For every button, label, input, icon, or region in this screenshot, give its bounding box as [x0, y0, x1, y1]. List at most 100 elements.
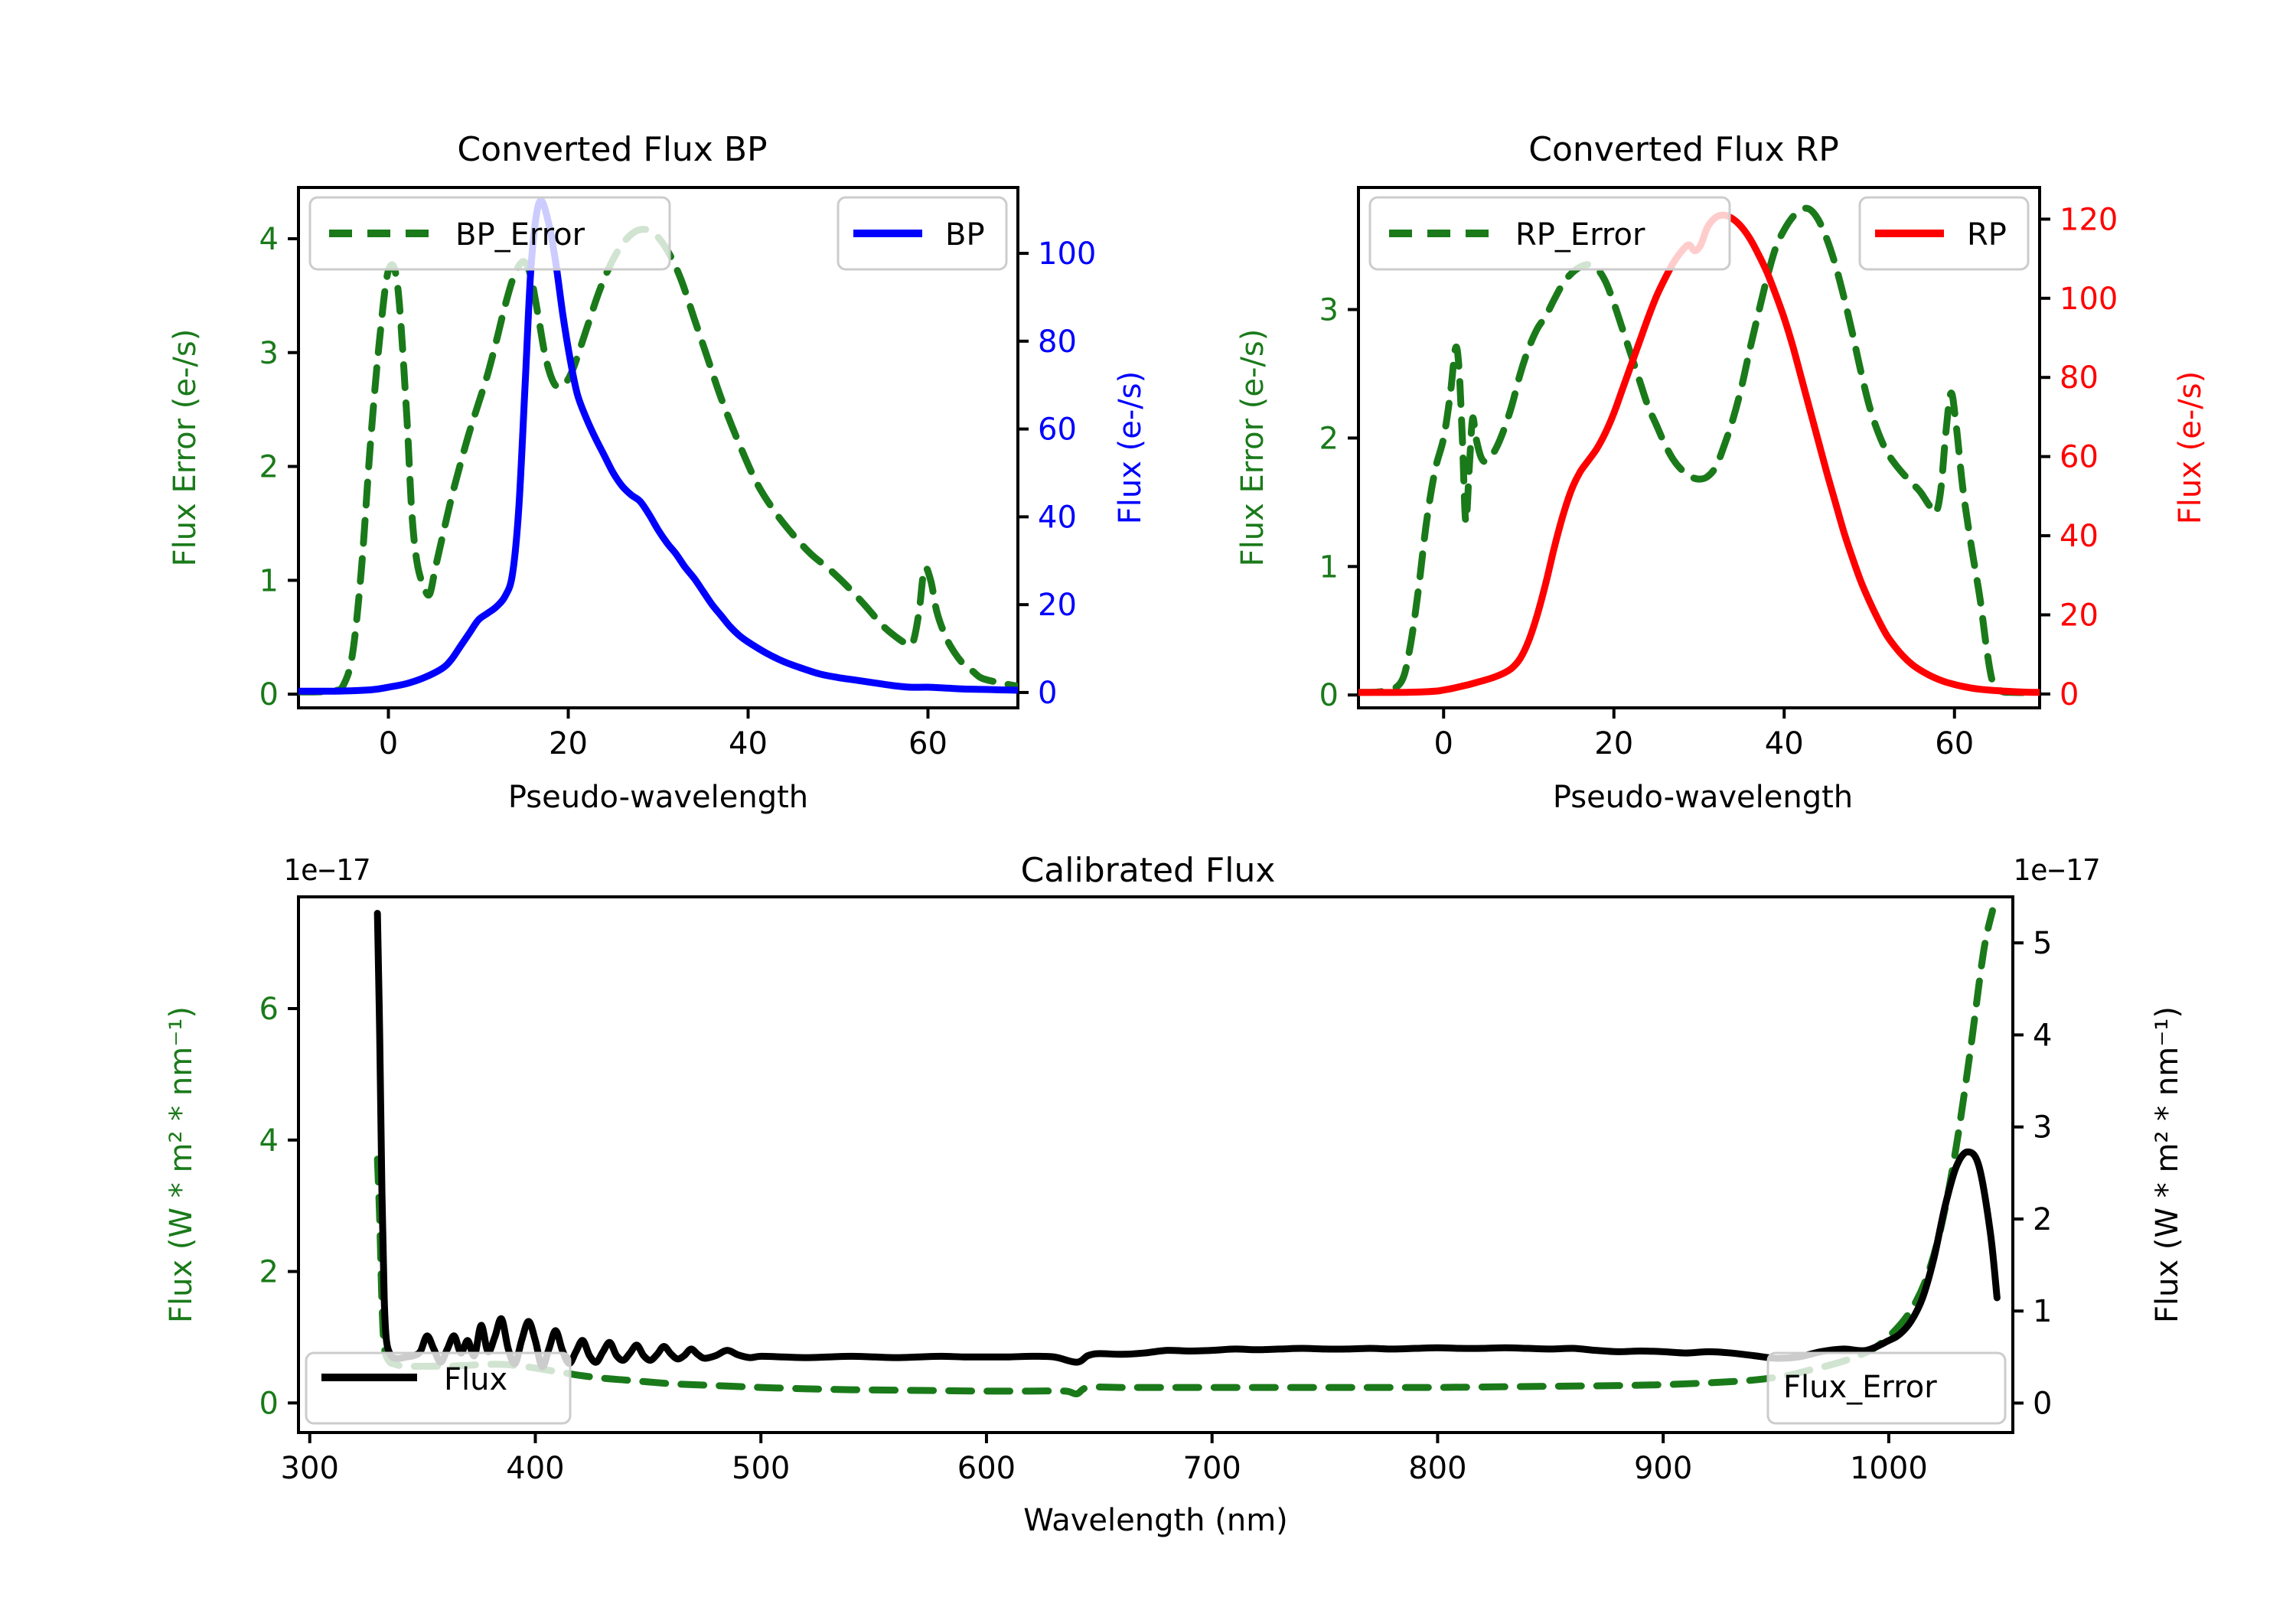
bp-flux-legend-label: BP [945, 217, 985, 253]
axis-tick-label: 3 [259, 336, 279, 371]
rp-right-axis-ticks: 0 20 40 60 80 100 120 [2040, 202, 2118, 712]
axis-tick-label: 400 [506, 1451, 564, 1486]
axis-tick-label: 2 [259, 450, 279, 485]
rp-flux-legend[interactable]: RP [1858, 196, 2030, 271]
axis-tick-label: 60 [908, 726, 947, 761]
rp-error-legend-box [1368, 196, 1731, 271]
calibrated-x-axis-ticks: 300 400 500 600 700 800 900 1000 [281, 1433, 1928, 1486]
axis-tick-label: 60 [1038, 412, 1077, 448]
rp-error-legend-label: RP_Error [1515, 217, 1645, 253]
axis-tick-label: 2 [259, 1255, 279, 1290]
bp-error-legend[interactable]: BP_Error [308, 196, 671, 271]
panel-converted-flux-rp: Converted Flux RP 0 1 2 3 0 20 40 60 80 100 120 0… [1235, 130, 2208, 815]
axis-tick-label: 1 [2033, 1294, 2052, 1329]
bp-right-axis-ticks: 0 20 40 60 80 100 [1018, 236, 1096, 711]
axis-tick-label: 300 [281, 1451, 339, 1486]
axis-tick-label: 0 [259, 677, 279, 712]
rp-ylabel-right: Flux (e-/s) [2173, 371, 2208, 524]
axis-tick-label: 60 [1935, 726, 1974, 761]
axis-tick-label: 100 [2060, 282, 2118, 317]
axis-tick-label: 1 [1319, 549, 1339, 585]
calibrated-flux-legend-label: Flux [444, 1362, 507, 1397]
bp-left-axis-ticks: 0 1 2 3 4 [259, 222, 298, 712]
axis-tick-label: 4 [259, 1123, 279, 1159]
axis-tick-label: 3 [1319, 293, 1339, 328]
axis-tick-label: 120 [2060, 202, 2118, 237]
calibrated-error-legend-label: Flux_Error [1783, 1370, 1937, 1405]
axis-tick-label: 0 [2033, 1387, 2052, 1422]
axis-tick-label: 20 [1038, 588, 1077, 623]
calibrated-error-legend-box [1766, 1351, 2007, 1425]
bp-flux-curve [298, 197, 1018, 695]
calibrated-flux-legend-box [305, 1351, 572, 1425]
calibrated-flux-legend[interactable]: Flux [305, 1351, 572, 1425]
axis-tick-label: 0 [259, 1386, 279, 1421]
bp-ylabel-left: Flux Error (e-/s) [168, 329, 203, 567]
bp-ylabel-right: Flux (e-/s) [1113, 371, 1148, 524]
rp-xlabel: Pseudo-wavelength [1553, 780, 1853, 815]
axis-tick-label: 40 [1038, 500, 1077, 535]
rp-flux-legend-label: RP [1967, 217, 2007, 253]
axis-tick-label: 20 [1594, 726, 1633, 761]
calibrated-panel-title: Calibrated Flux [1021, 851, 1276, 890]
rp-error-legend[interactable]: RP_Error [1368, 196, 1731, 271]
calibrated-flux-curve [373, 909, 2001, 1371]
calibrated-xlabel: Wavelength (nm) [1023, 1503, 1288, 1538]
axis-tick-label: 800 [1408, 1451, 1466, 1486]
rp-panel-title: Converted Flux RP [1528, 130, 1839, 169]
axis-tick-label: 0 [1038, 676, 1057, 711]
axis-tick-label: 3 [2033, 1110, 2052, 1146]
axis-tick-label: 20 [549, 726, 588, 761]
calibrated-left-axis-ticks: 0 2 4 6 [259, 992, 298, 1421]
calibrated-ylabel-right: Flux (W * m² * nm⁻¹) [2150, 1006, 2185, 1323]
rp-ylabel-left: Flux Error (e-/s) [1235, 329, 1270, 567]
bp-axes-frame [297, 186, 1019, 709]
axis-tick-label: 20 [2060, 598, 2099, 633]
calibrated-ylabel-left: Flux (W * m² * nm⁻¹) [164, 1006, 199, 1323]
rp-left-axis-ticks: 0 1 2 3 [1319, 293, 1358, 713]
calibrated-right-axis-ticks: 0 1 2 3 4 5 [2013, 926, 2052, 1422]
axis-tick-label: 40 [1765, 726, 1804, 761]
rp-axes-frame [1357, 186, 2041, 709]
axis-tick-label: 6 [259, 992, 279, 1027]
calibrated-error-legend[interactable]: Flux_Error [1766, 1351, 2007, 1425]
bp-xlabel: Pseudo-wavelength [508, 780, 808, 815]
axis-tick-label: 0 [1434, 726, 1453, 761]
axis-tick-label: 2 [1319, 421, 1339, 456]
panel-converted-flux-bp: Converted Flux BP 0 1 2 3 4 0 20 40 60 80 100 0 20… [168, 130, 1148, 815]
bp-panel-title: Converted Flux BP [457, 130, 767, 169]
axis-tick-label: 80 [2060, 360, 2099, 396]
calibrated-offset-right: 1e−17 [2013, 853, 2100, 887]
axis-tick-label: 900 [1634, 1451, 1692, 1486]
axis-tick-label: 5 [2033, 926, 2052, 961]
axis-tick-label: 2 [2033, 1202, 2052, 1237]
axis-tick-label: 80 [1038, 324, 1077, 360]
axis-tick-label: 500 [732, 1451, 790, 1486]
calibrated-axes-frame [297, 895, 2014, 1434]
axis-tick-label: 0 [379, 726, 398, 761]
rp-error-curve [1358, 204, 2040, 696]
axis-tick-label: 40 [2060, 519, 2099, 554]
axis-tick-label: 1000 [1850, 1451, 1928, 1486]
axis-tick-label: 4 [2033, 1018, 2052, 1053]
bp-error-legend-label: BP_Error [455, 217, 585, 253]
axis-tick-label: 60 [2060, 440, 2099, 475]
axis-tick-label: 40 [729, 726, 768, 761]
axis-tick-label: 700 [1183, 1451, 1241, 1486]
bp-x-axis-ticks: 0 20 40 60 [379, 708, 947, 761]
bp-error-curve [298, 226, 1018, 696]
calibrated-offset-left: 1e−17 [283, 853, 370, 887]
rp-x-axis-ticks: 0 20 40 60 [1434, 708, 1974, 761]
axis-tick-label: 0 [1319, 678, 1339, 713]
axis-tick-label: 100 [1038, 236, 1096, 272]
axis-tick-label: 1 [259, 563, 279, 598]
bp-plot-area [298, 197, 1018, 696]
bp-flux-legend[interactable]: BP [837, 196, 1008, 271]
bp-error-legend-box [308, 196, 671, 271]
axis-tick-label: 0 [2060, 677, 2079, 712]
axis-tick-label: 4 [259, 222, 279, 257]
axis-tick-label: 600 [957, 1451, 1016, 1486]
